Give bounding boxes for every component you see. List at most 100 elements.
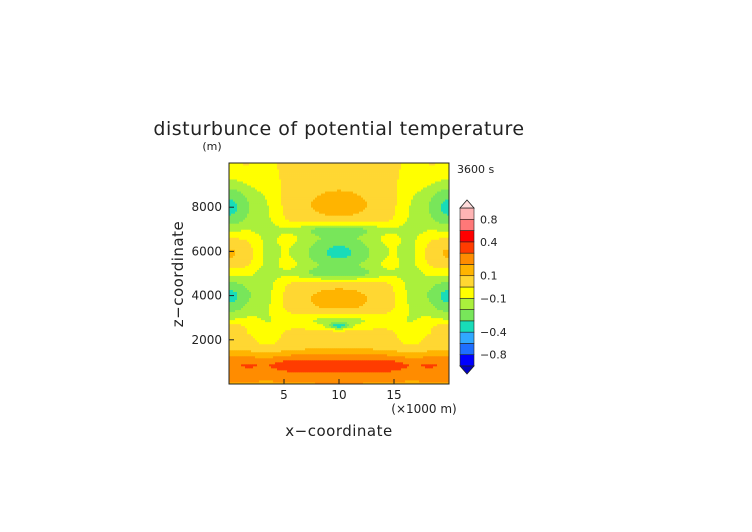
heatmap-cell bbox=[261, 369, 264, 373]
heatmap-cell bbox=[347, 331, 350, 335]
heatmap-cell bbox=[327, 361, 330, 365]
heatmap-cell bbox=[333, 363, 336, 367]
heatmap-cell bbox=[271, 365, 274, 369]
heatmap-cell bbox=[301, 375, 304, 379]
heatmap-cell bbox=[301, 381, 304, 385]
heatmap-cell bbox=[423, 325, 426, 329]
heatmap-cell bbox=[321, 365, 324, 369]
heatmap-cell bbox=[365, 353, 368, 357]
heatmap-cell bbox=[399, 343, 402, 347]
heatmap-cell bbox=[405, 331, 408, 335]
heatmap-cell bbox=[241, 365, 244, 369]
heatmap-cell bbox=[419, 355, 422, 359]
heatmap-cell bbox=[415, 351, 418, 355]
heatmap-cell bbox=[419, 339, 422, 343]
heatmap-cell bbox=[447, 373, 450, 377]
heatmap-cell bbox=[419, 363, 422, 367]
heatmap-cell bbox=[343, 351, 346, 355]
heatmap-cell bbox=[403, 357, 406, 361]
heatmap-cell bbox=[279, 369, 282, 373]
heatmap-cell bbox=[289, 359, 292, 363]
heatmap-cell bbox=[251, 365, 254, 369]
heatmap-cell bbox=[423, 367, 426, 371]
heatmap-cell bbox=[411, 337, 414, 341]
heatmap-cell bbox=[373, 353, 376, 357]
heatmap-cell bbox=[419, 359, 422, 363]
heatmap-cell bbox=[437, 347, 440, 351]
heatmap-cell bbox=[363, 377, 366, 381]
heatmap-cell bbox=[235, 345, 238, 349]
heatmap-cell bbox=[421, 325, 424, 329]
heatmap-cell bbox=[423, 341, 426, 345]
heatmap-cell bbox=[379, 321, 382, 325]
heatmap-cell bbox=[439, 359, 442, 363]
heatmap-cell bbox=[287, 363, 290, 367]
heatmap-cell bbox=[279, 327, 282, 331]
heatmap-cell bbox=[359, 369, 362, 373]
heatmap-cell bbox=[259, 353, 262, 357]
heatmap-cell bbox=[319, 333, 322, 337]
heatmap-cell bbox=[289, 327, 292, 331]
heatmap-cell bbox=[325, 337, 328, 341]
heatmap-cell bbox=[373, 365, 376, 369]
heatmap-cell bbox=[271, 369, 274, 373]
heatmap-cell bbox=[331, 349, 334, 353]
heatmap-cell bbox=[355, 345, 358, 349]
heatmap-cell bbox=[373, 361, 376, 365]
heatmap-cell bbox=[231, 381, 234, 385]
heatmap-cell bbox=[409, 335, 412, 339]
heatmap-cell bbox=[383, 329, 386, 333]
heatmap-cell bbox=[279, 337, 282, 341]
heatmap-cell bbox=[275, 367, 278, 371]
heatmap-cell bbox=[343, 325, 346, 329]
heatmap-cell bbox=[339, 335, 342, 339]
heatmap-cell bbox=[385, 319, 388, 323]
heatmap-cell bbox=[377, 367, 380, 371]
heatmap-cell bbox=[239, 319, 242, 323]
heatmap-cell bbox=[297, 375, 300, 379]
heatmap-cell bbox=[265, 329, 268, 333]
heatmap-cell bbox=[357, 321, 360, 325]
heatmap-cell bbox=[363, 353, 366, 357]
heatmap-cell bbox=[231, 333, 234, 337]
heatmap-cell bbox=[331, 359, 334, 363]
heatmap-cell bbox=[441, 341, 444, 345]
heatmap-cell bbox=[271, 379, 274, 383]
heatmap-cell bbox=[337, 373, 340, 377]
heatmap-cell bbox=[443, 361, 446, 365]
heatmap-cell bbox=[295, 345, 298, 349]
heatmap-cell bbox=[291, 345, 294, 349]
heatmap-cell bbox=[375, 345, 378, 349]
heatmap-cell bbox=[263, 349, 266, 353]
heatmap-cell bbox=[275, 341, 278, 345]
heatmap-cell bbox=[229, 327, 232, 331]
heatmap-cell bbox=[383, 341, 386, 345]
heatmap-cell bbox=[359, 353, 362, 357]
heatmap-cell bbox=[385, 367, 388, 371]
heatmap-cell bbox=[265, 333, 268, 337]
heatmap-cell bbox=[285, 335, 288, 339]
heatmap-cell bbox=[325, 379, 328, 383]
heatmap-cell bbox=[341, 367, 344, 371]
heatmap-cell bbox=[371, 381, 374, 385]
heatmap-cell bbox=[323, 361, 326, 365]
heatmap-cell bbox=[399, 323, 402, 327]
heatmap-cell bbox=[437, 363, 440, 367]
heatmap-cell bbox=[237, 327, 240, 331]
heatmap-cell bbox=[447, 339, 450, 343]
heatmap-cell bbox=[349, 343, 352, 347]
heatmap-cell bbox=[243, 377, 246, 381]
heatmap-cell bbox=[387, 371, 390, 375]
heatmap-cell bbox=[311, 325, 314, 329]
heatmap-cell bbox=[281, 333, 284, 337]
heatmap-cell bbox=[235, 319, 238, 323]
heatmap-cell bbox=[341, 345, 344, 349]
heatmap-cell bbox=[313, 351, 316, 355]
heatmap-cell bbox=[355, 333, 358, 337]
heatmap-cell bbox=[415, 327, 418, 331]
heatmap-cell bbox=[381, 375, 384, 379]
heatmap-cell bbox=[367, 357, 370, 361]
heatmap-cell bbox=[321, 319, 324, 323]
heatmap-cell bbox=[273, 375, 276, 379]
heatmap-cell bbox=[307, 331, 310, 335]
